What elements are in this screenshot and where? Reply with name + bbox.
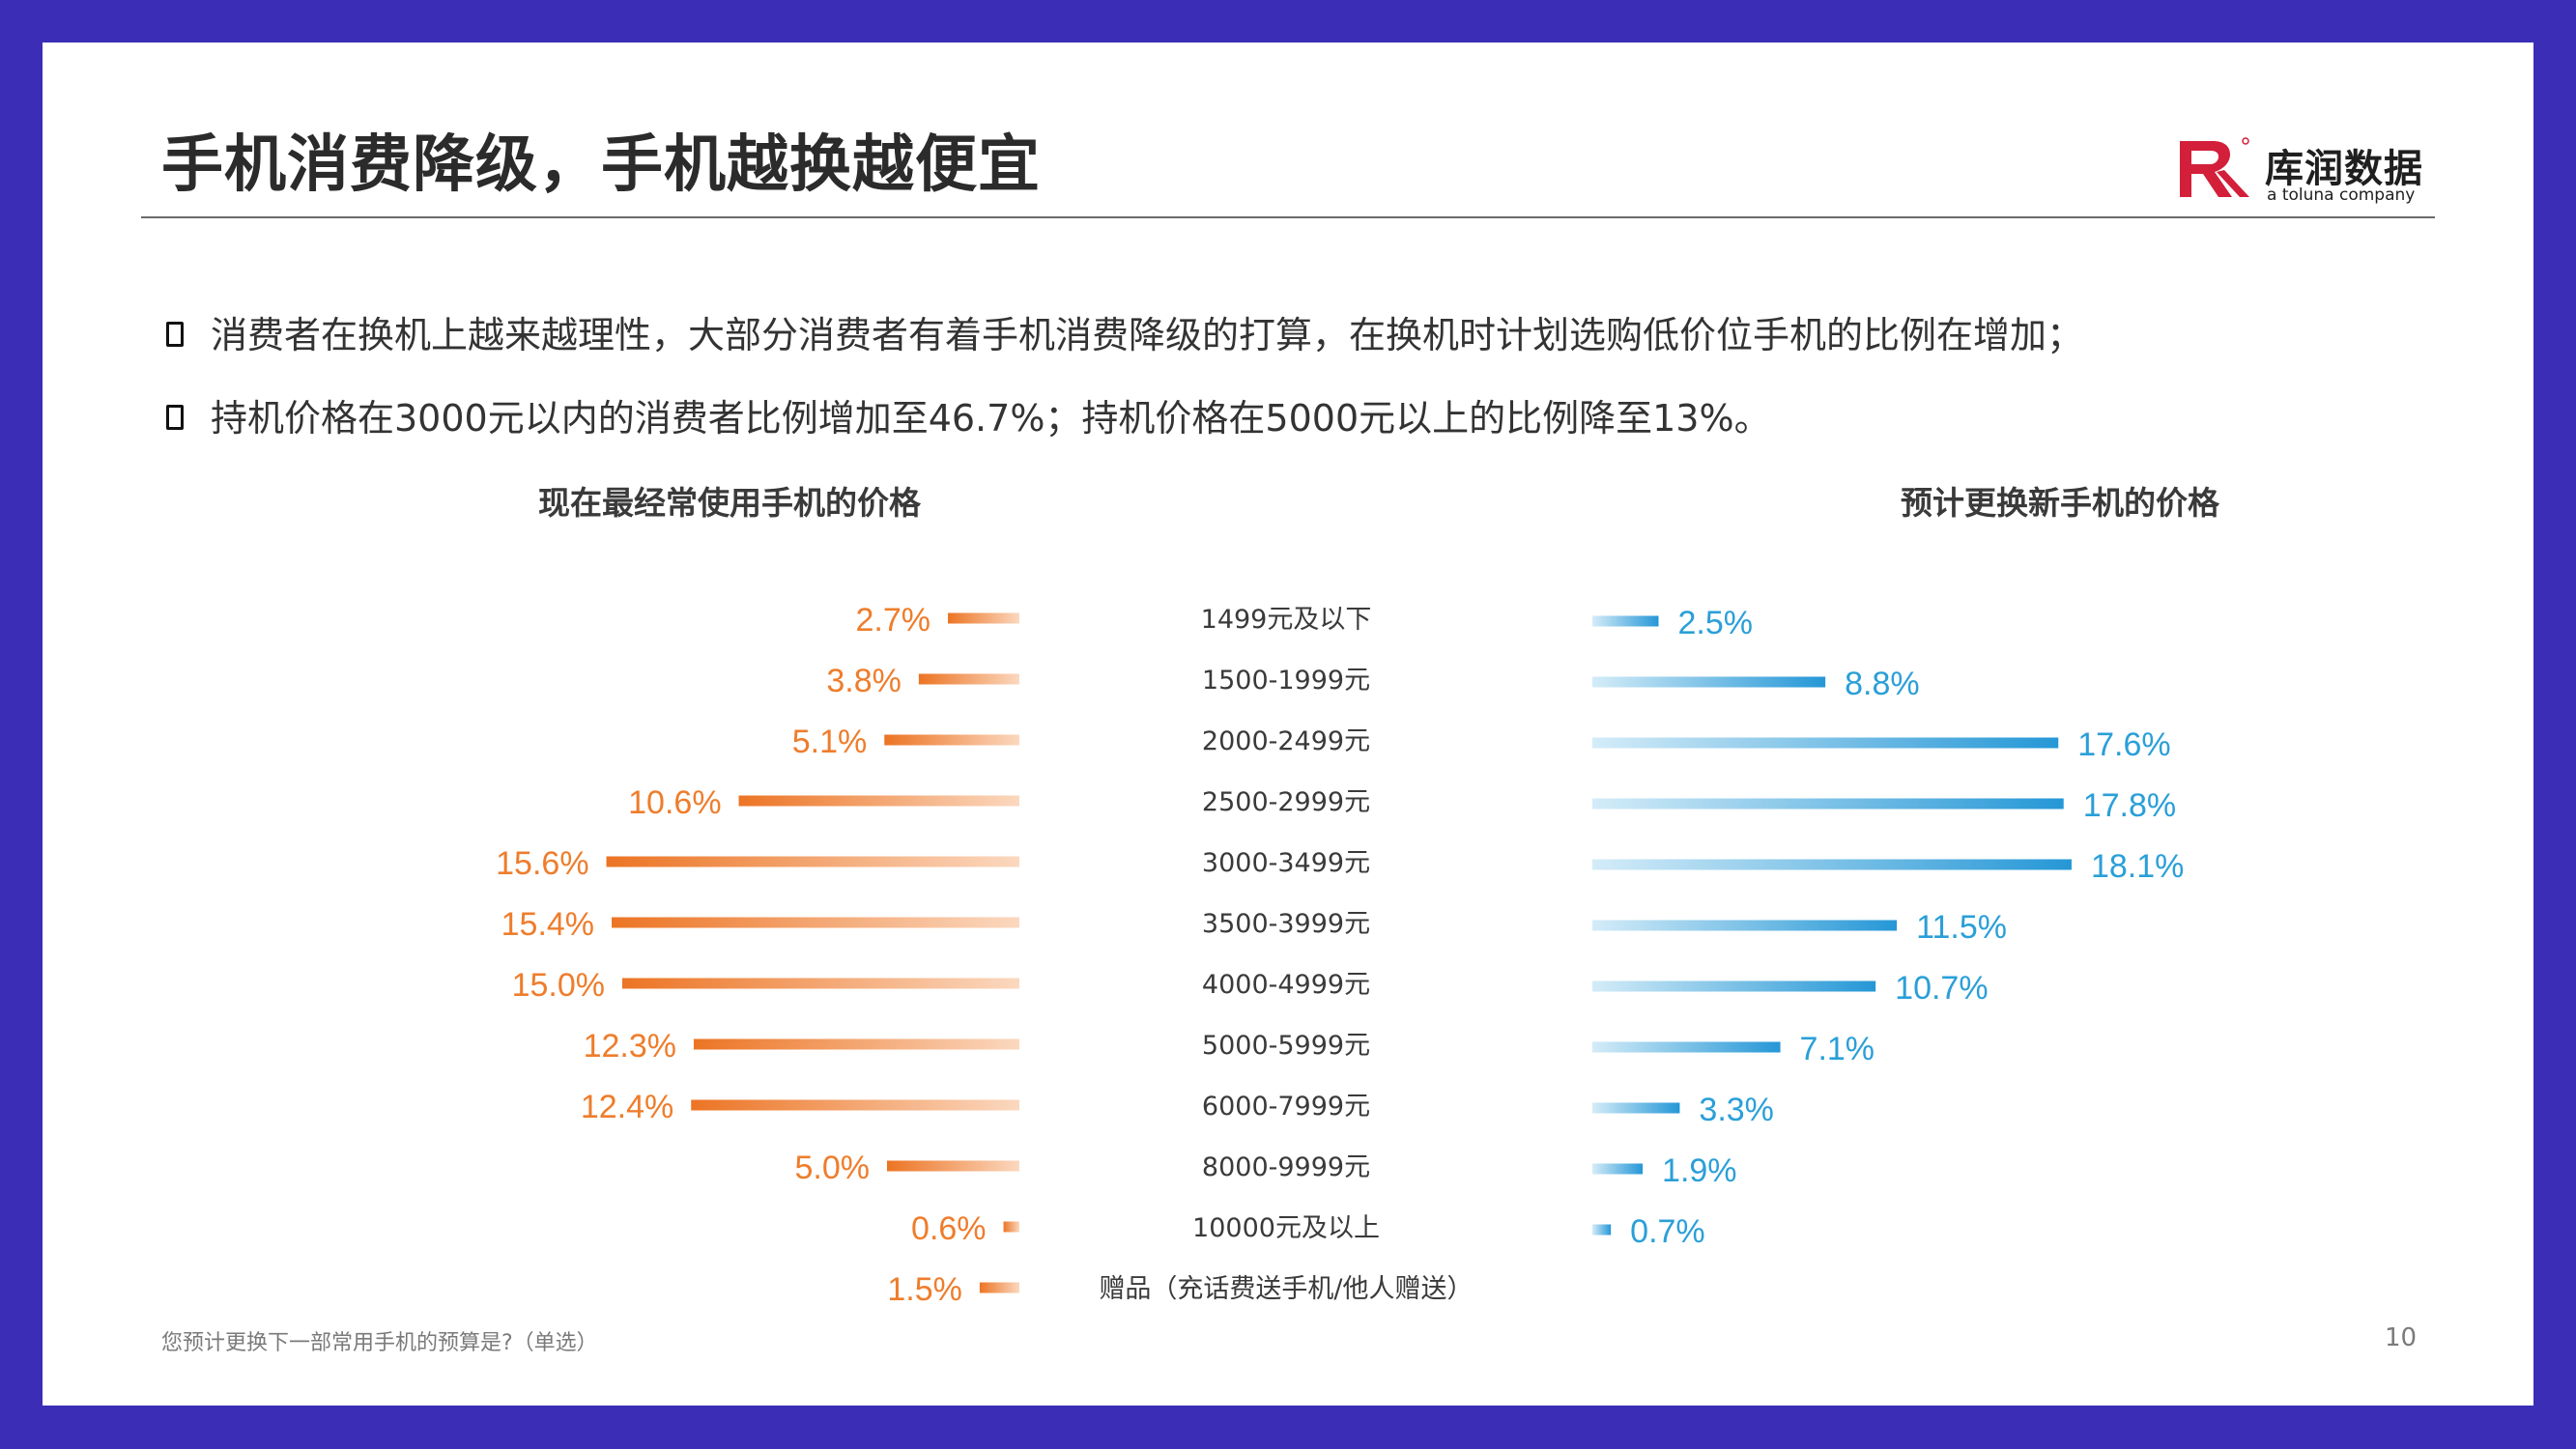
page-number: 10 (2385, 1323, 2418, 1352)
right-value-label: 11.5% (1916, 909, 2007, 946)
right-bar (1592, 980, 1876, 992)
right-value-label: 1.9% (1662, 1152, 1737, 1189)
category-label: 8000-9999元 (1202, 1152, 1370, 1182)
left-value-label: 1.5% (887, 1271, 962, 1308)
left-bar (622, 978, 1019, 989)
left-value-label: 3.8% (826, 663, 902, 699)
bullet-2: 持机价格在3000元以内的消费者比例增加至46.7%；持机价格在5000元以上的… (166, 388, 1771, 441)
left-bar (918, 673, 1019, 685)
category-label: 1500-1999元 (1202, 666, 1370, 696)
left-bar (691, 1099, 1019, 1111)
brand-logo: 库润数据 a toluna company (2174, 135, 2464, 209)
right-bar (1592, 1163, 1644, 1175)
logo-mark-icon (2180, 137, 2249, 197)
right-value-label: 3.3% (1699, 1092, 1774, 1128)
right-bar (1592, 798, 2064, 810)
category-label: 4000-4999元 (1202, 970, 1370, 1000)
title-divider (141, 216, 2435, 218)
category-label: 6000-7999元 (1202, 1092, 1370, 1122)
left-bar (612, 917, 1019, 928)
left-value-label: 5.0% (795, 1150, 871, 1186)
category-label: 3500-3999元 (1202, 909, 1370, 939)
right-chart-title: 预计更换新手机的价格 (1901, 484, 2219, 522)
category-label: 赠品（充话费送手机/他人赠送） (1099, 1274, 1473, 1304)
footnote: 您预计更换下一部常用手机的预算是?（单选） (161, 1331, 598, 1355)
left-value-label: 12.3% (584, 1028, 676, 1065)
right-bar (1592, 676, 1826, 688)
logo-name: 库润数据 (2265, 147, 2423, 191)
left-bar (948, 612, 1019, 624)
left-value-label: 12.4% (581, 1089, 673, 1125)
category-label: 5000-5999元 (1202, 1031, 1370, 1061)
left-bar (1003, 1221, 1019, 1233)
category-label: 2500-2999元 (1202, 787, 1370, 817)
right-value-label: 10.7% (1895, 970, 1988, 1007)
butterfly-chart: 1499元及以下 2.7% 2.5% 1500-1999元 3.8% 8.8% 2000-2… (496, 602, 2184, 1308)
right-value-label: 17.6% (2077, 726, 2170, 763)
bullet-2-text: 持机价格在3000元以内的消费者比例增加至46.7%；持机价格在5000元以上的… (211, 397, 1771, 440)
left-value-label: 10.6% (628, 784, 721, 821)
right-value-label: 7.1% (1800, 1031, 1875, 1067)
category-label: 3000-3499元 (1202, 848, 1370, 878)
right-value-label: 17.8% (2083, 787, 2176, 824)
slide: 手机消费降级，手机越换越便宜 库润数据 a toluna company 消费者… (43, 43, 2533, 1406)
right-bar (1592, 1041, 1781, 1053)
left-value-label: 2.7% (856, 602, 931, 639)
left-value-label: 5.1% (792, 724, 868, 760)
right-bar (1592, 1102, 1680, 1114)
left-bar (979, 1282, 1019, 1293)
page-title: 手机消费降级，手机越换越便宜 (161, 129, 1041, 201)
left-value-label: 15.6% (496, 845, 588, 882)
right-value-label: 0.7% (1630, 1213, 1705, 1250)
left-bar (606, 856, 1019, 867)
left-value-label: 15.0% (512, 967, 605, 1004)
bullet-box-icon (166, 321, 184, 347)
right-bar (1592, 859, 2072, 870)
right-bar (1592, 615, 1659, 627)
left-value-label: 15.4% (501, 906, 594, 943)
logo-subtitle: a toluna company (2267, 185, 2416, 205)
left-bar (693, 1038, 1019, 1050)
left-value-label: 0.6% (911, 1210, 987, 1247)
bullet-1: 消费者在换机上越来越理性，大部分消费者有着手机消费降级的打算，在换机时计划选购低… (166, 305, 2083, 358)
bullet-box-icon (166, 404, 184, 430)
right-bar (1592, 737, 2059, 749)
category-label: 10000元及以上 (1192, 1213, 1380, 1243)
left-bar (884, 734, 1019, 746)
left-chart-title: 现在最经常使用手机的价格 (538, 484, 921, 522)
right-value-label: 8.8% (1845, 666, 1920, 702)
category-label: 2000-2499元 (1202, 726, 1370, 756)
left-bar (738, 795, 1019, 807)
right-value-label: 2.5% (1678, 605, 1754, 641)
left-bar (887, 1160, 1019, 1172)
bullet-1-text: 消费者在换机上越来越理性，大部分消费者有着手机消费降级的打算，在换机时计划选购低… (211, 314, 2084, 356)
category-label: 1499元及以下 (1201, 605, 1372, 635)
right-bar (1592, 920, 1898, 931)
right-value-label: 18.1% (2091, 848, 2184, 885)
right-bar (1592, 1224, 1612, 1236)
